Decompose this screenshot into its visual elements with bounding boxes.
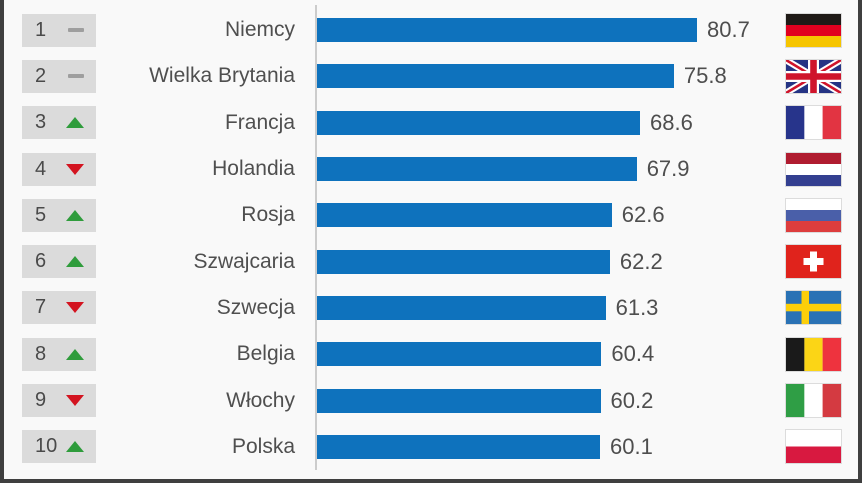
value-bar: [317, 110, 640, 135]
ranking-row: 6 Szwajcaria 62.2: [4, 238, 858, 284]
ranking-row: 7 Szwecja 61.3: [4, 285, 858, 331]
bar-area: 62.6: [315, 192, 785, 238]
flag-italy-icon: [785, 383, 842, 419]
value-bar: [317, 342, 602, 367]
value-bar: [317, 18, 697, 43]
flag-netherlands-icon: [785, 151, 842, 187]
value-label: 62.6: [621, 202, 665, 228]
bar-area: 67.9: [315, 146, 785, 192]
country-label: Szwecja: [216, 295, 295, 319]
country-label: Niemcy: [224, 18, 295, 42]
country-label: Belgia: [236, 342, 295, 366]
rank-badge: 6: [22, 245, 96, 279]
value-label: 80.7: [707, 17, 750, 43]
value-label: 62.2: [619, 248, 663, 274]
country-label: Francja: [224, 110, 295, 134]
chart-axis-line: [315, 5, 317, 470]
value-bar: [317, 157, 637, 182]
value-bar: [317, 203, 612, 228]
value-label: 60.2: [610, 387, 654, 413]
rank-number: 7: [35, 296, 47, 319]
bar-area: 60.2: [315, 377, 785, 423]
flag-germany-icon: [785, 12, 842, 48]
country-label: Polska: [231, 434, 295, 458]
rank-number: 5: [35, 203, 47, 226]
trend-up-icon: [66, 256, 84, 268]
rank-number: 10: [35, 435, 58, 458]
bar-area: 62.2: [315, 238, 785, 284]
trend-up-icon: [66, 117, 84, 129]
flag-russia-icon: [785, 197, 842, 233]
ranking-row: 4 Holandia 67.9: [4, 146, 858, 192]
trend-down-icon: [66, 395, 84, 407]
rank-badge: 1: [22, 13, 96, 47]
value-bar: [317, 388, 601, 413]
country-ranking-bar-chart: 1 Niemcy 80.7 2 Wielka Brytania 75.8 3 F…: [4, 0, 858, 479]
rank-badge: 7: [22, 291, 96, 325]
rank-number: 3: [35, 111, 47, 134]
trend-up-icon: [66, 209, 84, 221]
flag-belgium-icon: [785, 336, 842, 372]
ranking-row: 1 Niemcy 80.7: [4, 7, 858, 53]
flag-united-kingdom-icon: [785, 58, 842, 94]
bar-area: 60.1: [315, 424, 785, 470]
ranking-row: 10 Polska 60.1: [4, 424, 858, 470]
rank-badge: 3: [22, 106, 96, 140]
ranking-row: 8 Belgia 60.4: [4, 331, 858, 377]
flag-sweden-icon: [785, 290, 842, 326]
ranking-row: 9 Włochy 60.2: [4, 377, 858, 423]
trend-up-icon: [66, 348, 84, 360]
trend-same-icon: [68, 74, 84, 79]
value-label: 75.8: [683, 63, 727, 89]
bar-area: 60.4: [315, 331, 785, 377]
country-label: Włochy: [226, 388, 295, 412]
value-bar: [317, 295, 606, 320]
country-label: Holandia: [212, 157, 295, 181]
trend-same-icon: [68, 28, 84, 33]
rank-number: 4: [35, 157, 47, 180]
value-label: 67.9: [646, 156, 690, 182]
rank-number: 2: [35, 64, 47, 87]
value-label: 68.6: [650, 109, 693, 135]
rank-badge: 9: [22, 384, 96, 418]
flag-switzerland-icon: [785, 244, 842, 280]
trend-down-icon: [66, 302, 84, 314]
trend-up-icon: [66, 441, 84, 453]
rank-number: 9: [35, 389, 47, 412]
rank-badge: 2: [22, 59, 96, 93]
value-bar: [317, 249, 610, 274]
rank-number: 1: [35, 18, 47, 41]
value-label: 60.4: [611, 341, 655, 367]
value-label: 60.1: [610, 433, 653, 459]
rank-badge: 8: [22, 337, 96, 371]
country-label: Szwajcaria: [193, 249, 295, 273]
bar-area: 75.8: [315, 53, 785, 99]
rank-badge: 5: [22, 198, 96, 232]
rank-badge: 10: [22, 430, 96, 464]
country-label: Rosja: [241, 203, 295, 227]
value-bar: [317, 64, 674, 89]
value-label: 61.3: [615, 294, 659, 320]
flag-poland-icon: [785, 429, 842, 465]
ranking-row: 5 Rosja 62.6: [4, 192, 858, 238]
ranking-rows: 1 Niemcy 80.7 2 Wielka Brytania 75.8 3 F…: [4, 7, 858, 470]
ranking-row: 3 Francja 68.6: [4, 100, 858, 146]
rank-number: 8: [35, 342, 47, 365]
trend-down-icon: [66, 163, 84, 175]
rank-badge: 4: [22, 152, 96, 186]
bar-area: 80.7: [315, 7, 785, 53]
bar-area: 68.6: [315, 100, 785, 146]
flag-france-icon: [785, 105, 842, 141]
country-label: Wielka Brytania: [149, 64, 295, 88]
value-bar: [317, 434, 600, 459]
ranking-row: 2 Wielka Brytania 75.8: [4, 53, 858, 99]
rank-number: 6: [35, 250, 47, 273]
bar-area: 61.3: [315, 285, 785, 331]
